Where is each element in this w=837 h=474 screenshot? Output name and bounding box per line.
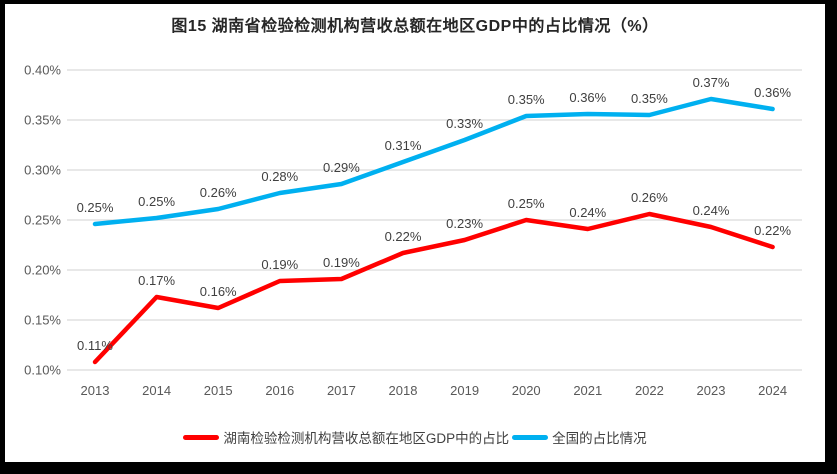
chart-title: 图15 湖南省检验检测机构营收总额在地区GDP中的占比情况（%） xyxy=(171,18,659,35)
x-axis-tick-label: 2013 xyxy=(81,383,110,398)
x-axis-tick-label: 2024 xyxy=(758,383,787,398)
data-label: 0.28% xyxy=(261,169,298,184)
data-label: 0.36% xyxy=(569,90,606,105)
data-label: 0.35% xyxy=(631,91,668,106)
data-label: 0.37% xyxy=(693,75,730,90)
legend-label-national: 全国的占比情况 xyxy=(552,431,647,446)
data-label: 0.19% xyxy=(261,257,298,272)
y-axis-tick-label: 0.25% xyxy=(24,213,61,228)
x-axis-tick-label: 2015 xyxy=(204,383,233,398)
y-axis-tick-label: 0.20% xyxy=(24,263,61,278)
data-label: 0.35% xyxy=(508,92,545,107)
data-label: 0.26% xyxy=(631,190,668,205)
data-label: 0.36% xyxy=(754,85,791,100)
data-label: 0.29% xyxy=(323,160,360,175)
legend-item-hunan: 湖南检验检测机构营收总额在地区GDP中的占比 xyxy=(183,427,509,447)
x-axis-tick-label: 2022 xyxy=(635,383,664,398)
data-label: 0.23% xyxy=(446,216,483,231)
y-axis-tick-label: 0.15% xyxy=(24,313,61,328)
x-axis-tick-label: 2018 xyxy=(389,383,418,398)
data-label: 0.26% xyxy=(200,185,237,200)
legend-label-hunan: 湖南检验检测机构营收总额在地区GDP中的占比 xyxy=(223,431,510,446)
legend-swatch-hunan xyxy=(183,434,220,440)
data-label: 0.24% xyxy=(569,205,606,220)
y-axis-tick-label: 0.10% xyxy=(24,363,61,378)
data-label: 0.31% xyxy=(385,138,422,153)
series-line-1 xyxy=(92,96,775,227)
data-label: 0.33% xyxy=(446,116,483,131)
series-line-0 xyxy=(92,211,775,365)
x-axis-tick-label: 2014 xyxy=(142,383,171,398)
x-axis-tick-label: 2019 xyxy=(450,383,479,398)
data-label: 0.17% xyxy=(138,273,175,288)
y-axis-tick-label: 0.35% xyxy=(24,113,61,128)
data-label: 0.25% xyxy=(77,200,114,215)
x-axis-tick-label: 2017 xyxy=(327,383,356,398)
data-label: 0.16% xyxy=(200,284,237,299)
x-axis-tick-label: 2023 xyxy=(697,383,726,398)
data-label: 0.24% xyxy=(693,203,730,218)
y-axis-tick-label: 0.40% xyxy=(24,63,61,78)
data-label: 0.19% xyxy=(323,255,360,270)
data-label: 0.25% xyxy=(138,194,175,209)
x-axis-tick-label: 2016 xyxy=(265,383,294,398)
legend: 湖南检验检测机构营收总额在地区GDP中的占比 全国的占比情况 xyxy=(5,427,825,447)
y-axis-tick-label: 0.30% xyxy=(24,163,61,178)
x-axis-tick-label: 2021 xyxy=(573,383,602,398)
data-label: 0.22% xyxy=(385,229,422,244)
data-label: 0.22% xyxy=(754,223,791,238)
legend-item-national: 全国的占比情况 xyxy=(512,427,647,447)
data-label: 0.25% xyxy=(508,196,545,211)
x-axis-tick-label: 2020 xyxy=(512,383,541,398)
chart-svg: 0.40% 0.35% 0.30% 0.25% 0.20% 0.15% 0.10% 2013 2… xyxy=(24,63,802,398)
data-label: 0.11% xyxy=(77,338,113,353)
legend-swatch-national xyxy=(512,434,549,440)
